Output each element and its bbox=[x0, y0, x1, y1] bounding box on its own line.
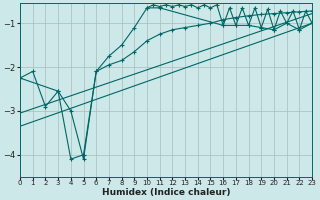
X-axis label: Humidex (Indice chaleur): Humidex (Indice chaleur) bbox=[102, 188, 230, 197]
